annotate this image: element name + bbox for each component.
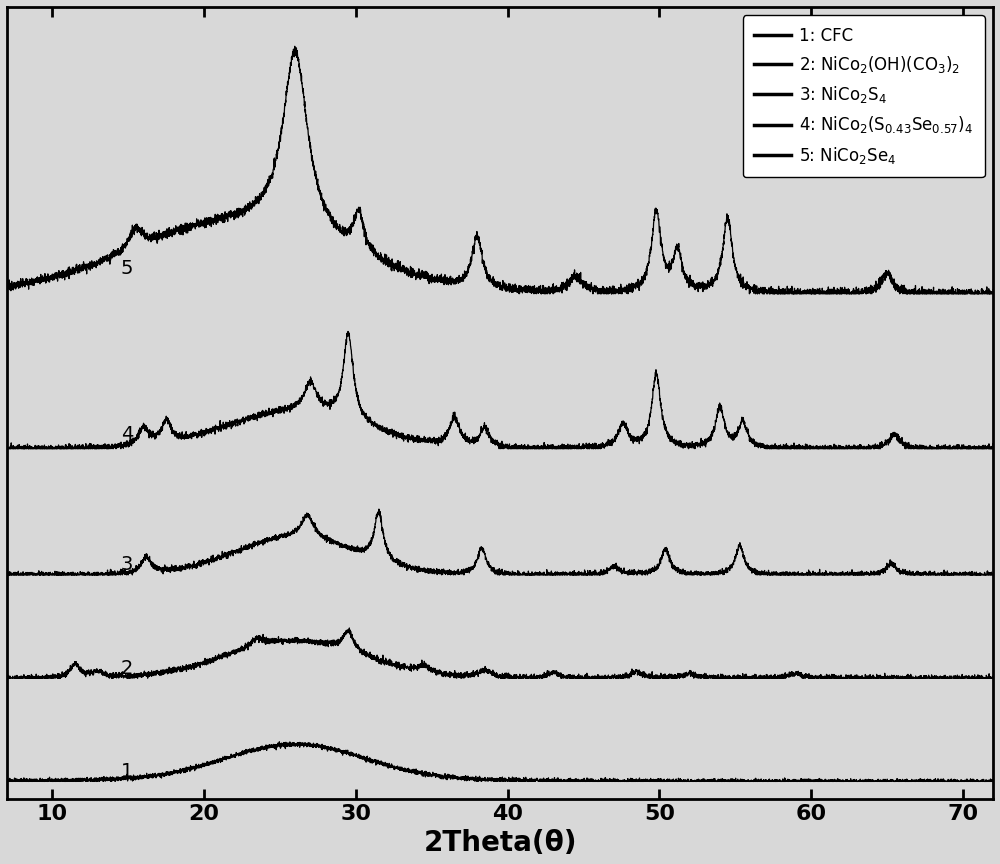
- Text: 3: 3: [121, 556, 133, 575]
- Text: 4: 4: [121, 425, 133, 444]
- X-axis label: 2Theta(θ): 2Theta(θ): [423, 829, 577, 857]
- Text: 5: 5: [121, 258, 133, 277]
- Text: 1: 1: [121, 762, 133, 781]
- Text: 2: 2: [121, 658, 133, 677]
- Legend: 1: CFC, 2: NiCo$_2$(OH)(CO$_3$)$_2$, 3: NiCo$_2$S$_4$, 4: NiCo$_2$(S$_{0.43}$Se$: 1: CFC, 2: NiCo$_2$(OH)(CO$_3$)$_2$, 3: …: [743, 16, 985, 177]
